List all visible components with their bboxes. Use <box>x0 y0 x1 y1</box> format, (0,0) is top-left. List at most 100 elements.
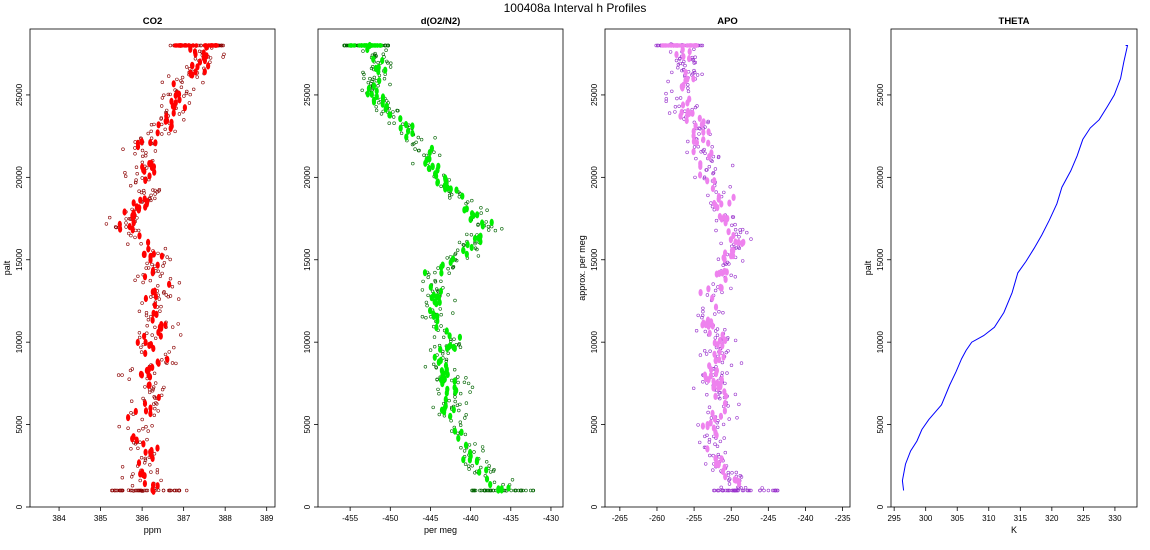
avg-point <box>169 118 174 126</box>
raw-point <box>479 206 483 210</box>
raw-point <box>126 242 130 246</box>
raw-point <box>388 82 392 87</box>
avg-point <box>141 440 146 448</box>
avg-point <box>159 252 164 260</box>
raw-point <box>131 472 135 476</box>
raw-point <box>701 380 705 384</box>
raw-point <box>433 136 437 140</box>
avg-point <box>680 46 685 54</box>
raw-point <box>110 488 115 493</box>
raw-point <box>192 87 196 92</box>
avg-point <box>717 337 723 345</box>
raw-point <box>676 65 680 70</box>
raw-point <box>675 96 679 101</box>
y-tick-label: 15000 <box>590 248 599 271</box>
raw-point <box>149 295 153 299</box>
avg-point <box>712 350 717 358</box>
avg-point <box>683 68 688 77</box>
raw-point <box>153 196 157 201</box>
raw-point <box>392 121 396 125</box>
raw-point <box>484 220 488 224</box>
y-axis-title: palt <box>863 260 873 275</box>
avg-point <box>422 269 428 277</box>
avg-point <box>195 63 200 71</box>
raw-point <box>709 201 713 205</box>
avg-point <box>461 456 466 464</box>
raw-point <box>435 287 439 291</box>
avg-point <box>722 399 728 408</box>
raw-point <box>703 462 708 466</box>
raw-point <box>129 184 133 188</box>
avg-point <box>691 137 697 145</box>
avg-point <box>711 424 717 432</box>
raw-point <box>427 272 431 276</box>
avg-point <box>711 384 716 392</box>
avg-point <box>173 43 178 48</box>
raw-point <box>463 462 468 466</box>
raw-point <box>436 387 440 392</box>
avg-point <box>681 43 686 48</box>
raw-point <box>738 230 743 235</box>
raw-point <box>152 413 157 417</box>
avg-point <box>661 43 666 48</box>
raw-point <box>439 184 443 189</box>
raw-point <box>167 488 171 493</box>
raw-point <box>686 89 691 94</box>
avg-point <box>452 383 457 392</box>
avg-point <box>435 178 440 186</box>
raw-point <box>724 488 728 493</box>
avg-point <box>723 473 728 481</box>
avg-point <box>439 263 444 271</box>
raw-point <box>153 192 157 196</box>
raw-point <box>732 488 737 493</box>
raw-point <box>670 89 674 94</box>
raw-point <box>702 349 707 353</box>
avg-point <box>165 355 170 363</box>
raw-point <box>156 251 160 256</box>
raw-point <box>723 328 727 332</box>
raw-point <box>149 129 153 134</box>
raw-point <box>179 85 184 89</box>
raw-point <box>471 488 476 493</box>
raw-point <box>114 488 118 493</box>
avg-point <box>380 100 385 108</box>
avg-point <box>451 406 456 414</box>
avg-point <box>150 363 155 371</box>
avg-point <box>705 316 711 324</box>
raw-point <box>132 441 136 445</box>
raw-point <box>772 488 776 493</box>
raw-point <box>151 387 155 391</box>
avg-points <box>660 43 746 488</box>
raw-point <box>143 456 148 461</box>
raw-point <box>450 429 454 433</box>
avg-point <box>709 366 714 374</box>
x-tick-label: 384 <box>52 514 66 523</box>
avg-point <box>720 331 725 339</box>
avg-point <box>444 389 449 397</box>
y-tick-label: 10000 <box>876 331 885 354</box>
avg-point <box>674 51 679 59</box>
y-tick-label: 25000 <box>590 83 599 106</box>
avg-point <box>186 43 191 48</box>
x-tick-label: 389 <box>260 514 274 523</box>
raw-point <box>453 368 457 372</box>
avg-point <box>713 303 719 311</box>
avg-point <box>464 205 469 213</box>
raw-point <box>709 158 713 163</box>
raw-point <box>165 108 169 113</box>
avg-point <box>438 356 443 364</box>
raw-point <box>168 92 172 97</box>
avg-point <box>133 407 138 416</box>
y-tick-label: 10000 <box>15 331 24 354</box>
avg-point <box>193 68 198 76</box>
raw-point <box>150 262 154 267</box>
avg-point <box>701 319 706 327</box>
raw-point <box>144 154 148 158</box>
avg-point <box>716 193 722 201</box>
raw-point <box>160 358 164 362</box>
avg-point <box>155 444 160 452</box>
x-tick-label: -435 <box>503 514 520 523</box>
avg-point <box>148 410 153 418</box>
avg-point <box>150 269 155 277</box>
